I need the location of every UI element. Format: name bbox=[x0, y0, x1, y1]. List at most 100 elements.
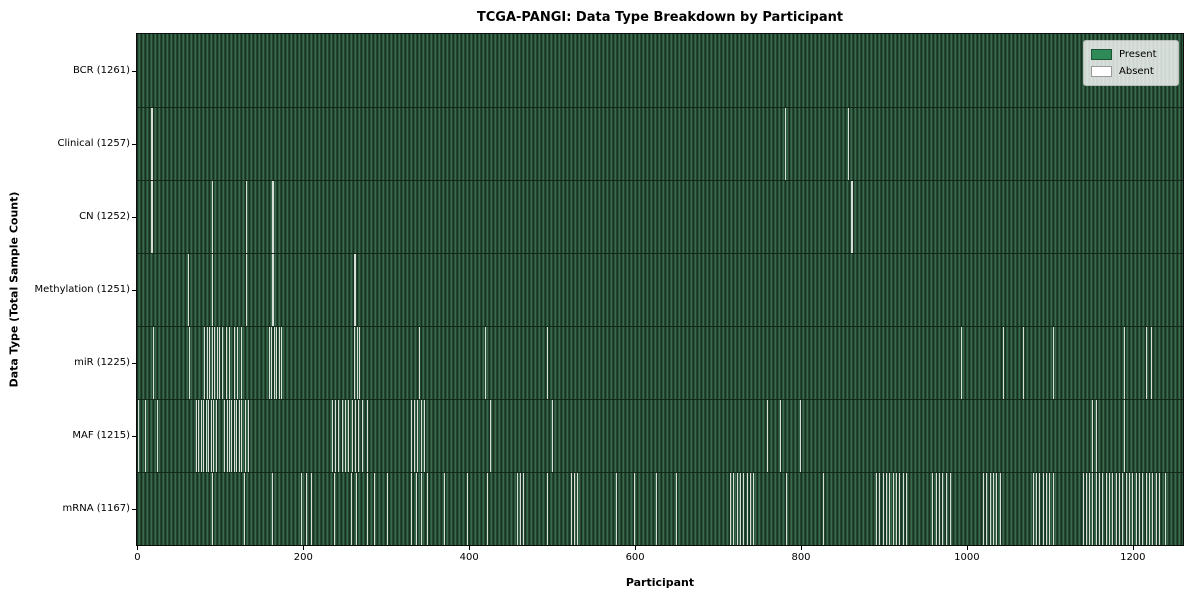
absent-mark bbox=[516, 472, 518, 545]
absent-mark bbox=[443, 472, 445, 545]
absent-mark bbox=[212, 253, 214, 326]
absent-mark bbox=[822, 472, 824, 545]
heat-row-Clinical bbox=[137, 107, 1183, 180]
absent-mark bbox=[208, 399, 210, 472]
y-tick-label-mRNA: mRNA (1167) bbox=[62, 502, 130, 514]
absent-mark bbox=[355, 472, 357, 545]
absent-mark bbox=[986, 472, 988, 545]
x-tick bbox=[1132, 546, 1134, 550]
absent-mark bbox=[749, 472, 751, 545]
absent-mark bbox=[1105, 472, 1107, 545]
y-tick bbox=[132, 70, 136, 72]
absent-mark bbox=[420, 399, 422, 472]
absent-mark bbox=[784, 107, 786, 180]
absent-mark bbox=[241, 326, 243, 399]
absent-mark bbox=[1128, 472, 1130, 545]
absent-mark bbox=[219, 326, 221, 399]
heat-row-mRNA bbox=[137, 472, 1183, 545]
absent-mark bbox=[616, 472, 618, 545]
absent-mark bbox=[345, 399, 347, 472]
absent-mark bbox=[278, 326, 280, 399]
absent-mark bbox=[225, 326, 227, 399]
absent-mark bbox=[273, 326, 275, 399]
absent-mark bbox=[355, 253, 357, 326]
absent-mark bbox=[999, 472, 1001, 545]
absent-mark bbox=[1145, 472, 1147, 545]
absent-mark bbox=[1124, 399, 1126, 472]
absent-mark bbox=[224, 399, 225, 472]
y-tick-label-MAF: MAF (1215) bbox=[72, 429, 130, 441]
absent-mark bbox=[350, 472, 352, 545]
absent-mark bbox=[244, 399, 246, 472]
absent-mark bbox=[1036, 472, 1038, 545]
absent-mark bbox=[1085, 472, 1087, 545]
absent-mark bbox=[272, 253, 274, 326]
absent-mark bbox=[633, 472, 635, 545]
absent-mark bbox=[243, 472, 245, 545]
absent-mark bbox=[152, 326, 154, 399]
y-tick bbox=[132, 362, 136, 364]
absent-mark bbox=[1102, 472, 1104, 545]
absent-mark bbox=[1112, 472, 1114, 545]
y-tick bbox=[132, 216, 136, 218]
absent-mark bbox=[246, 180, 248, 253]
heat-row-BCR bbox=[137, 34, 1183, 107]
absent-mark bbox=[574, 472, 576, 545]
absent-mark bbox=[656, 472, 658, 545]
absent-mark bbox=[356, 326, 358, 399]
heat-row-MAF bbox=[137, 399, 1183, 472]
absent-mark bbox=[187, 253, 189, 326]
absent-mark bbox=[210, 399, 212, 472]
plot-area bbox=[137, 34, 1183, 545]
absent-mark bbox=[1099, 472, 1101, 545]
absent-mark bbox=[1092, 472, 1094, 545]
absent-mark bbox=[311, 472, 313, 545]
absent-mark bbox=[739, 472, 741, 545]
absent-mark bbox=[272, 472, 274, 545]
absent-mark bbox=[212, 472, 214, 545]
absent-mark bbox=[989, 472, 991, 545]
absent-mark bbox=[1089, 472, 1091, 545]
absent-mark bbox=[570, 472, 572, 545]
y-tick bbox=[132, 143, 136, 145]
absent-mark bbox=[949, 472, 951, 545]
absent-mark bbox=[945, 472, 947, 545]
absent-mark bbox=[1148, 472, 1150, 545]
absent-mark bbox=[228, 399, 230, 472]
absent-mark bbox=[276, 326, 278, 399]
absent-mark bbox=[228, 326, 230, 399]
heat-row-miR bbox=[137, 326, 1183, 399]
absent-mark bbox=[1165, 472, 1167, 545]
absent-mark bbox=[306, 472, 308, 545]
absent-mark bbox=[932, 472, 934, 545]
absent-mark bbox=[338, 399, 340, 472]
absent-mark bbox=[236, 399, 238, 472]
absent-mark bbox=[1138, 472, 1140, 545]
absent-mark bbox=[410, 472, 412, 545]
absent-mark bbox=[248, 399, 250, 472]
absent-mark bbox=[879, 472, 881, 545]
absent-mark bbox=[676, 472, 678, 545]
absent-mark bbox=[238, 399, 240, 472]
x-tick bbox=[303, 546, 305, 550]
x-tick-label-600: 600 bbox=[625, 552, 645, 563]
absent-mark bbox=[847, 107, 849, 180]
absent-mark bbox=[211, 253, 213, 326]
absent-mark bbox=[198, 399, 200, 472]
absent-mark bbox=[386, 472, 388, 545]
absent-mark bbox=[889, 472, 891, 545]
absent-mark bbox=[895, 472, 897, 545]
absent-mark bbox=[410, 399, 412, 472]
x-tick-label-1200: 1200 bbox=[1120, 552, 1146, 563]
absent-mark bbox=[486, 472, 488, 545]
absent-mark bbox=[211, 326, 213, 399]
absent-mark bbox=[151, 180, 153, 253]
absent-mark bbox=[354, 326, 356, 399]
absent-mark bbox=[520, 472, 522, 545]
legend-label-absent: Absent bbox=[1119, 66, 1154, 77]
absent-mark bbox=[875, 472, 877, 545]
absent-mark bbox=[1095, 399, 1097, 472]
absent-mark bbox=[1158, 472, 1160, 545]
absent-mark bbox=[211, 180, 213, 253]
x-tick-label-1000: 1000 bbox=[954, 552, 980, 563]
